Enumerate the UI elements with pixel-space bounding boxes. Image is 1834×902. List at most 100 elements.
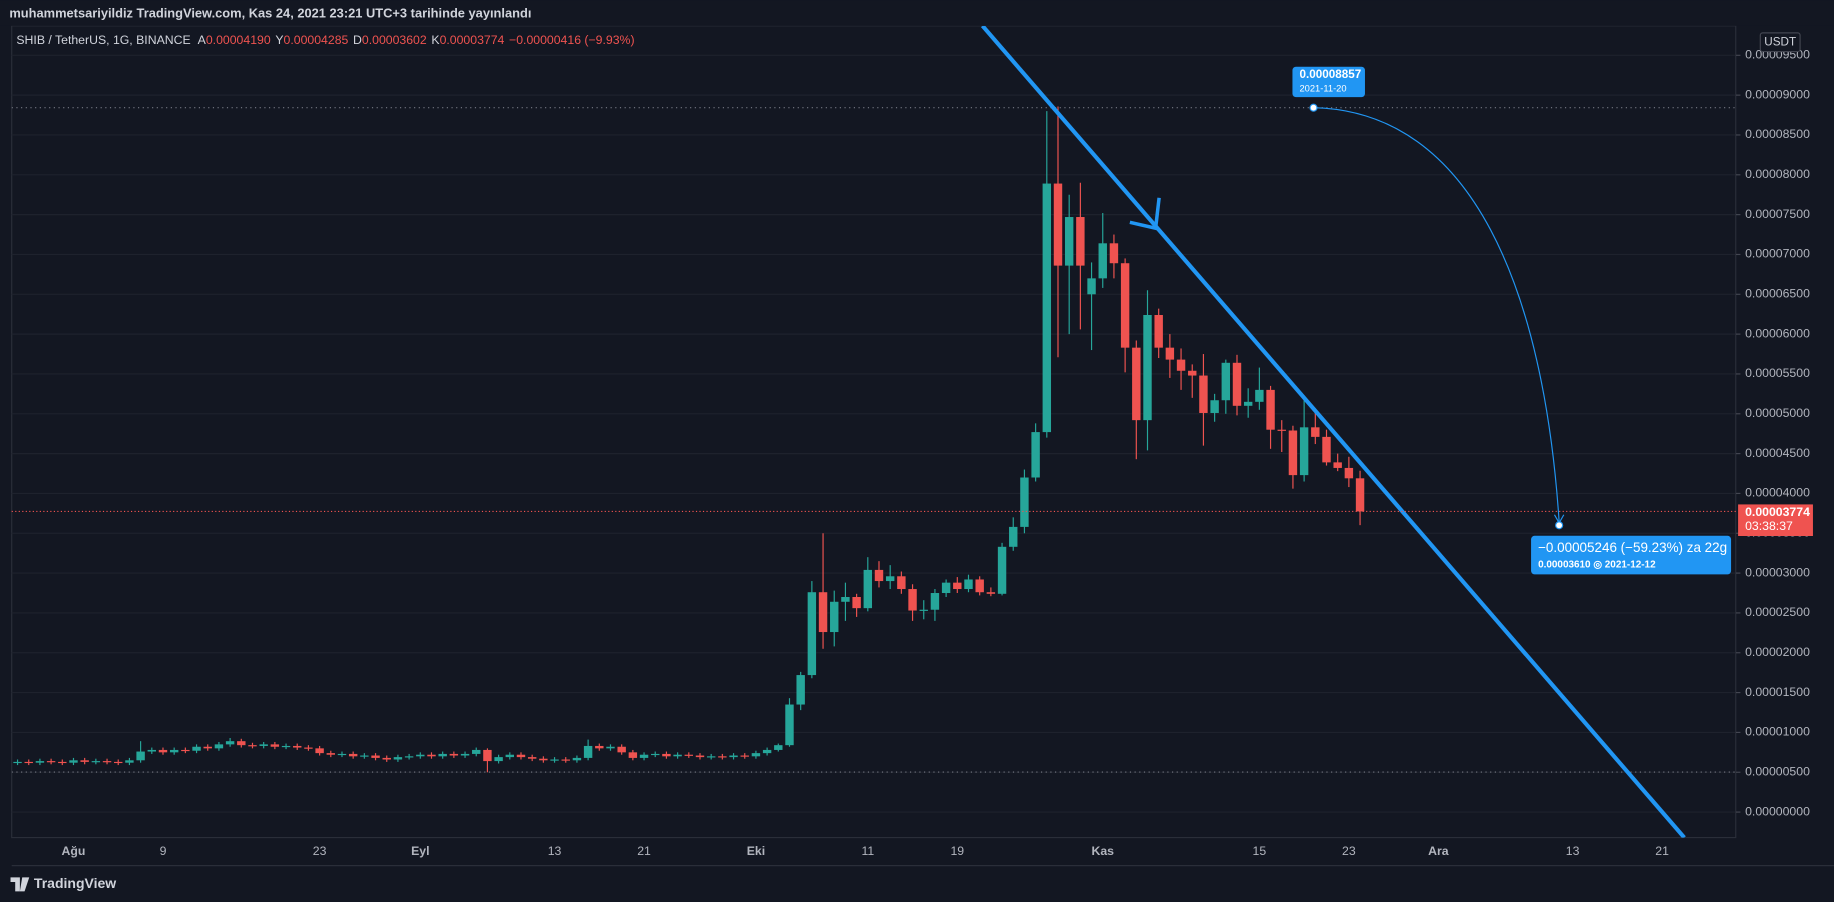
candle-body xyxy=(214,744,224,749)
candle-body xyxy=(908,589,917,611)
currency-box[interactable] xyxy=(1759,32,1801,53)
candle-body xyxy=(1165,347,1175,360)
candle-body xyxy=(606,746,615,749)
legend-value: 0.00004285 xyxy=(284,33,349,47)
candle-body xyxy=(673,754,682,757)
candle-body xyxy=(360,755,369,757)
candle-body xyxy=(639,754,649,758)
candle-body xyxy=(293,745,302,748)
candle-body xyxy=(382,757,391,760)
legend-value: 0.00004190 xyxy=(206,33,271,47)
legend-key: A xyxy=(198,33,207,47)
candle-body xyxy=(393,757,403,760)
candle-body xyxy=(1109,243,1119,264)
measure-start-box xyxy=(1292,66,1365,98)
candle-body xyxy=(1076,217,1085,266)
measure-end[interactable] xyxy=(1555,521,1564,530)
measure-curve[interactable] xyxy=(1313,107,1560,522)
candle-body xyxy=(46,761,56,763)
candle-body xyxy=(1064,217,1074,266)
candle-body xyxy=(203,746,212,749)
footer: TradingView xyxy=(34,875,116,891)
last-price-box xyxy=(1738,504,1813,537)
candle-body xyxy=(1288,430,1298,476)
candle-body xyxy=(1255,389,1264,402)
x-tick-label: Ağu xyxy=(62,844,86,858)
candle-body xyxy=(595,745,604,749)
x-tick-label: 23 xyxy=(313,844,327,858)
currency: USDT xyxy=(1764,35,1796,48)
candle-body xyxy=(1199,375,1208,413)
x-tick-label: Ara xyxy=(1428,844,1449,858)
y-tick-label: 0.00007000 xyxy=(1745,247,1810,261)
candle-body xyxy=(24,761,33,764)
legend-key: K xyxy=(431,33,440,47)
candle-body xyxy=(371,755,380,758)
candle-body xyxy=(237,741,246,746)
last-price-label: 0.00003774 xyxy=(1745,505,1810,519)
candle-body xyxy=(91,761,101,763)
candle-body xyxy=(516,754,526,758)
x-tick-label: 21 xyxy=(1655,844,1669,858)
measure-change: −0.00005246 (−59.23%) za 22g xyxy=(1538,540,1727,555)
candle-body xyxy=(841,596,850,602)
legend-key: Y xyxy=(275,33,283,47)
candle-body xyxy=(13,761,22,764)
candle-body xyxy=(729,755,738,758)
candle-body xyxy=(125,760,134,763)
candle-body xyxy=(762,749,772,754)
drawings xyxy=(11,25,1736,838)
candle-body xyxy=(1188,370,1197,376)
legend-key: D xyxy=(353,33,362,47)
candle-body xyxy=(964,579,973,590)
candle-body xyxy=(281,745,291,748)
candle-body xyxy=(1098,243,1107,279)
measure-end-info: 0.00003610 ◎ 2021-12-12 xyxy=(1538,560,1656,571)
candle-body xyxy=(1031,432,1040,478)
y-tick-label: 0.00005500 xyxy=(1745,366,1810,380)
candle-body xyxy=(695,755,705,758)
candle-body xyxy=(1299,427,1309,476)
legend-change: −0.00000416 (−9.93%) xyxy=(509,33,634,47)
legend-value: 0.00003774 xyxy=(440,33,505,47)
candle-body xyxy=(192,746,201,751)
candle-body xyxy=(1322,436,1331,463)
candle-body xyxy=(941,582,951,594)
candle-body xyxy=(1120,263,1130,348)
candle-body xyxy=(1132,347,1141,421)
candle-body xyxy=(796,675,805,705)
candle-body xyxy=(897,576,906,590)
candle-body xyxy=(628,752,638,758)
candle-body xyxy=(158,749,168,753)
candle-body xyxy=(259,744,268,746)
x-tick-label: Eyl xyxy=(411,844,429,858)
x-tick-label: 23 xyxy=(1342,844,1356,858)
candle-body xyxy=(885,576,895,582)
y-tick-label: 0.00006000 xyxy=(1745,326,1810,340)
candle-body xyxy=(1243,401,1253,406)
candle-body xyxy=(304,747,313,749)
candle-body xyxy=(483,749,492,762)
trend-line[interactable] xyxy=(980,25,1686,838)
candle-body xyxy=(651,753,660,756)
candle-body xyxy=(830,601,839,633)
y-tick-label: 0.00006500 xyxy=(1745,287,1810,301)
candle-body xyxy=(337,753,347,756)
candle-body xyxy=(740,755,749,757)
y-tick-label: 0.00009000 xyxy=(1745,87,1810,101)
candle-body xyxy=(617,746,626,753)
candle-body xyxy=(1277,429,1286,431)
candle-body xyxy=(270,744,280,747)
candle-body xyxy=(114,761,123,764)
candle-body xyxy=(80,760,89,762)
candle-body xyxy=(169,749,179,753)
candle-body xyxy=(505,754,515,758)
trend-arrow[interactable] xyxy=(1129,197,1161,231)
y-tick-label: 0.00008500 xyxy=(1745,127,1810,141)
measure-start[interactable] xyxy=(1309,103,1318,112)
candle-body xyxy=(1266,389,1275,430)
y-tick-label: 0.00002000 xyxy=(1745,645,1810,659)
candle-body xyxy=(181,749,190,752)
x-tick-label: 21 xyxy=(637,844,651,858)
